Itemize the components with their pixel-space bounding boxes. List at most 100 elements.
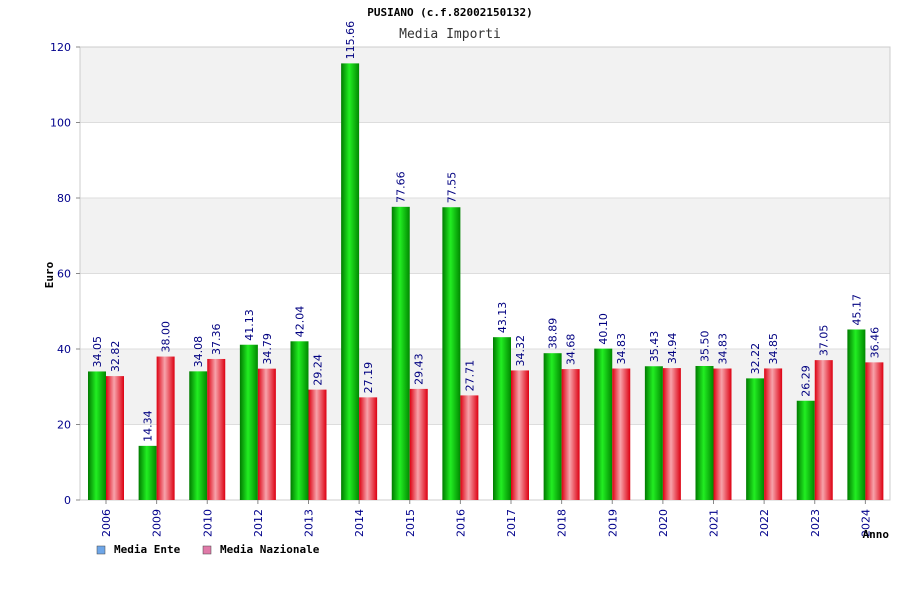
legend-label-ente: Media Ente: [114, 543, 181, 556]
value-label-media-ente: 40.10: [597, 313, 610, 345]
bar-media-ente: [695, 365, 714, 500]
bar-media-nazionale: [257, 368, 276, 500]
grid-band: [80, 47, 890, 123]
bar-media-nazionale: [764, 368, 783, 500]
y-tick-label: 120: [50, 41, 71, 54]
bar-media-ente: [290, 341, 309, 500]
bar-media-nazionale: [359, 397, 378, 500]
x-tick-label: 2016: [454, 509, 467, 537]
x-tick-label: 2019: [606, 509, 619, 537]
y-tick-label: 20: [57, 419, 71, 432]
bar-media-ente: [594, 348, 613, 500]
value-label-media-ente: 38.89: [547, 318, 560, 350]
bar-media-nazionale: [662, 368, 681, 500]
x-tick-label: 2024: [859, 509, 872, 537]
value-label-media-ente: 14.34: [142, 410, 155, 442]
y-tick-label: 60: [57, 268, 71, 281]
value-label-media-ente: 42.04: [294, 306, 307, 338]
value-label-media-nazionale: 37.36: [210, 323, 223, 355]
bar-media-nazionale: [106, 376, 124, 500]
value-label-media-ente: 35.50: [699, 330, 712, 362]
y-tick-label: 0: [64, 494, 71, 507]
value-label-media-nazionale: 34.32: [514, 335, 527, 367]
grid-band: [80, 122, 890, 198]
bar-media-ente: [644, 366, 663, 500]
legend-swatch-nazionale: [202, 545, 212, 555]
value-label-media-ente: 35.43: [648, 331, 661, 363]
x-tick-label: 2021: [708, 509, 721, 537]
bar-media-nazionale: [612, 368, 631, 500]
value-label-media-nazionale: 36.46: [868, 327, 881, 359]
bar-media-ente: [88, 371, 106, 500]
bar-media-nazionale: [865, 362, 884, 500]
value-label-media-nazionale: 27.19: [362, 362, 375, 394]
value-label-media-nazionale: 34.83: [615, 333, 628, 365]
value-label-media-nazionale: 34.79: [261, 333, 274, 365]
bar-media-nazionale: [156, 356, 175, 500]
legend-label-nazionale: Media Nazionale: [220, 543, 320, 556]
x-tick-label: 2014: [353, 509, 366, 537]
value-label-media-ente: 77.55: [445, 172, 458, 204]
bar-media-nazionale: [308, 389, 327, 500]
bar-media-nazionale: [511, 370, 529, 500]
bar-media-nazionale: [460, 395, 479, 500]
value-label-media-nazionale: 34.83: [717, 333, 730, 365]
value-label-media-ente: 43.13: [496, 302, 509, 334]
value-label-media-nazionale: 38.00: [160, 321, 173, 353]
bar-media-ente: [847, 329, 866, 500]
bar-media-nazionale: [713, 368, 732, 500]
bar-media-ente: [189, 371, 208, 500]
value-label-media-nazionale: 27.71: [463, 360, 476, 392]
x-axis-label: Anno: [863, 528, 890, 541]
chart-title: PUSIANO (c.f.82002150132): [367, 6, 533, 19]
bar-media-ente: [341, 63, 360, 501]
value-label-media-nazionale: 32.82: [109, 341, 122, 373]
value-label-media-ente: 34.08: [192, 336, 205, 368]
value-label-media-nazionale: 34.68: [565, 334, 578, 366]
bar-media-ente: [239, 344, 258, 500]
value-label-media-nazionale: 34.85: [767, 333, 780, 365]
legend-swatch-ente: [96, 545, 106, 555]
y-axis-label: Euro: [43, 261, 56, 288]
value-label-media-ente: 26.29: [800, 365, 813, 397]
bar-media-ente: [138, 445, 157, 500]
bar-media-ente: [796, 400, 815, 500]
bar-media-ente: [442, 207, 461, 500]
bar-media-nazionale: [207, 358, 226, 500]
x-tick-label: 2022: [758, 509, 771, 537]
value-label-media-ente: 34.05: [91, 336, 104, 368]
y-tick-label: 100: [50, 117, 71, 130]
bar-media-ente: [493, 337, 511, 500]
bar-media-ente: [746, 378, 765, 500]
chart-subtitle: Media Importi: [399, 27, 501, 42]
value-label-media-ente: 45.17: [850, 294, 863, 326]
value-label-media-nazionale: 29.43: [413, 353, 426, 385]
value-label-media-nazionale: 34.94: [666, 333, 679, 365]
bar-media-nazionale: [409, 388, 428, 500]
bar-media-nazionale: [561, 369, 580, 500]
y-axis: 0 20 40 60 80 100 120: [50, 41, 80, 507]
bar-media-nazionale: [814, 360, 833, 500]
bars: 34.05 32.82 14.34 38.00 34.08 37.36 41.13 34.79…: [88, 21, 884, 501]
y-tick-label: 80: [57, 192, 71, 205]
x-tick-label: 2020: [657, 509, 670, 537]
x-tick-label: 2006: [100, 509, 113, 537]
x-tick-label: 2015: [404, 509, 417, 537]
bar-media-ente: [391, 206, 410, 500]
value-label-media-nazionale: 37.05: [818, 325, 831, 357]
bar-media-ente: [543, 353, 562, 500]
legend: Media Ente Media Nazionale: [96, 543, 320, 556]
value-label-media-nazionale: 29.24: [312, 354, 325, 386]
x-tick-label: 2009: [151, 509, 164, 537]
grid-band: [80, 198, 890, 274]
x-tick-label: 2012: [252, 509, 265, 537]
value-label-media-ente: 77.66: [395, 171, 408, 203]
value-label-media-ente: 32.22: [749, 343, 762, 375]
x-tick-label: 2023: [809, 509, 822, 537]
x-axis: 2006 2009 2010 2012 2013 2014 2015 2016 2017 2018…: [100, 500, 872, 537]
value-label-media-ente: 41.13: [243, 309, 256, 341]
x-tick-label: 2013: [303, 509, 316, 537]
x-tick-label: 2018: [556, 509, 569, 537]
x-tick-label: 2017: [505, 509, 518, 537]
